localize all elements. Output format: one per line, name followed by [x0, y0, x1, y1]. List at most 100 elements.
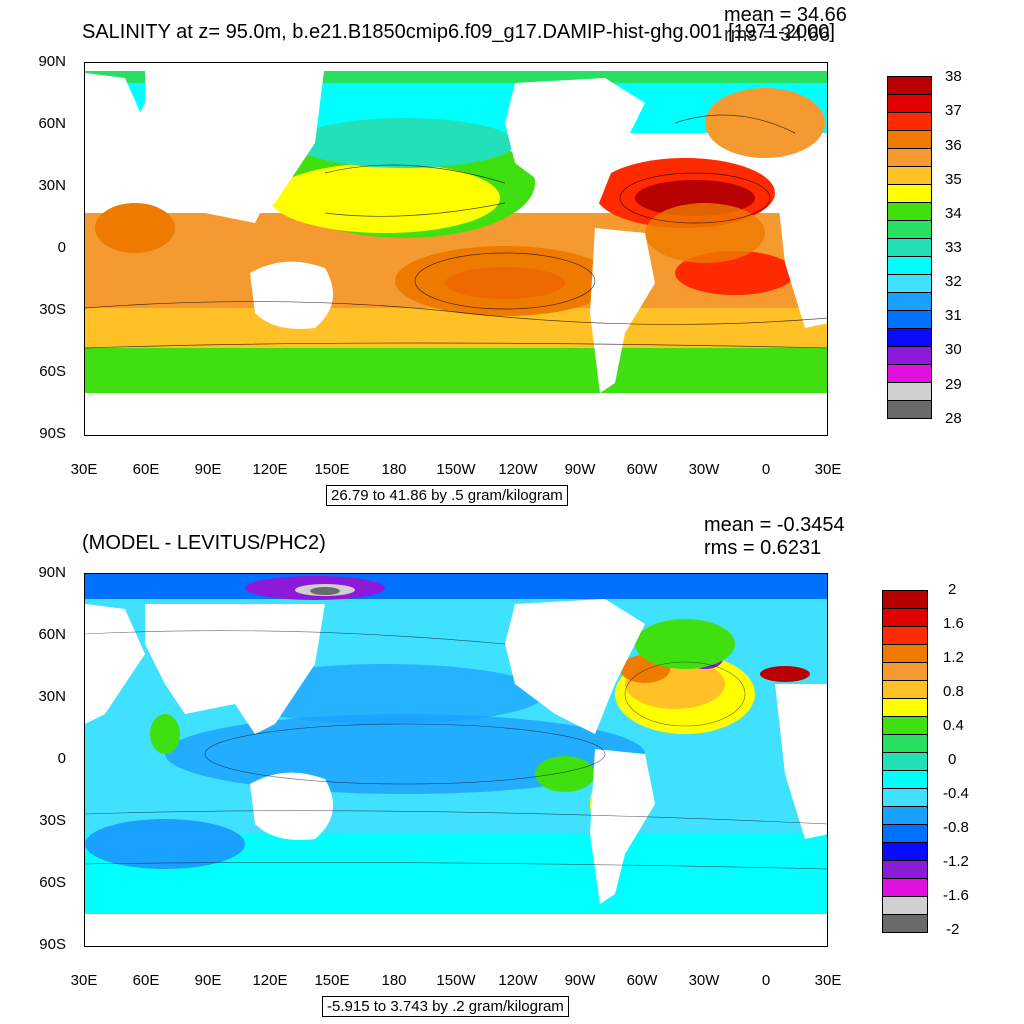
- legend-swatch: [887, 112, 932, 131]
- bottom-lon-label: 90E: [194, 972, 222, 989]
- top-range-info: 26.79 to 41.86 by .5 gram/kilogram: [326, 485, 568, 506]
- top-lat-label: 30N: [38, 177, 66, 194]
- legend-swatch: [882, 788, 928, 807]
- legend-swatch: [882, 896, 928, 915]
- top-lat-label: 30S: [39, 301, 66, 318]
- legend-swatch: [882, 680, 928, 699]
- legend-swatch: [882, 752, 928, 771]
- legend-swatch: [882, 590, 928, 609]
- legend-swatch: [887, 328, 932, 347]
- legend-swatch: [887, 238, 932, 257]
- legend-swatch: [887, 346, 932, 365]
- legend-swatch: [882, 770, 928, 789]
- top-map-plot: [84, 62, 828, 436]
- bottom-legend-label: -0.4: [943, 785, 969, 802]
- top-legend-label: 37: [945, 102, 962, 119]
- top-lon-label: 0: [761, 461, 771, 478]
- legend-swatch: [887, 256, 932, 275]
- top-legend-label: 31: [945, 307, 962, 324]
- legend-swatch: [882, 698, 928, 717]
- top-title: SALINITY at z= 95.0m, b.e21.B1850cmip6.f…: [82, 21, 835, 43]
- top-lon-label: 60E: [132, 461, 160, 478]
- legend-swatch: [887, 166, 932, 185]
- top-legend-label: 30: [945, 341, 962, 358]
- legend-swatch: [887, 148, 932, 167]
- bottom-map-field: [85, 574, 827, 946]
- top-mean: mean = 34.66: [724, 4, 847, 26]
- bottom-lat-label: 30S: [39, 812, 66, 829]
- bottom-lon-label: 180: [381, 972, 407, 989]
- bottom-legend-label: 2: [948, 581, 957, 598]
- legend-swatch: [882, 716, 928, 735]
- bottom-lat-label: 60S: [39, 874, 66, 891]
- top-lon-label: 150E: [314, 461, 350, 478]
- top-legend-label: 38: [945, 68, 962, 85]
- bottom-lon-label: 0: [761, 972, 771, 989]
- bottom-lon-label: 150E: [314, 972, 350, 989]
- top-lat-label: 60S: [39, 363, 66, 380]
- bottom-lat-label: 30N: [38, 688, 66, 705]
- legend-swatch: [887, 202, 932, 221]
- bottom-lon-label: 120E: [252, 972, 288, 989]
- top-legend-label: 28: [945, 410, 962, 427]
- top-legend-label: 34: [945, 205, 962, 222]
- top-lon-label: 30E: [814, 461, 842, 478]
- legend-swatch: [882, 914, 928, 933]
- bottom-legend-label: 0.8: [943, 683, 964, 700]
- bottom-rms: rms = 0.6231: [704, 537, 822, 559]
- legend-swatch: [887, 292, 932, 311]
- top-lon-label: 90W: [564, 461, 596, 478]
- bottom-legend-label: -2: [946, 921, 960, 938]
- top-lon-label: 90E: [194, 461, 222, 478]
- bottom-lon-label: 60E: [132, 972, 160, 989]
- legend-swatch: [882, 626, 928, 645]
- bottom-mean: mean = -0.3454: [704, 514, 845, 536]
- bottom-legend-label: -1.6: [943, 887, 969, 904]
- bottom-lon-label: 60W: [626, 972, 658, 989]
- legend-swatch: [882, 806, 928, 825]
- legend-swatch: [882, 608, 928, 627]
- bottom-lon-label: 30E: [814, 972, 842, 989]
- top-lat-label: 90S: [39, 425, 66, 442]
- top-legend-label: 29: [945, 376, 962, 393]
- bottom-lon-label: 30E: [70, 972, 98, 989]
- bottom-lat-label: 90N: [38, 564, 66, 581]
- bottom-legend-label: -1.2: [943, 853, 969, 870]
- legend-swatch: [887, 310, 932, 329]
- legend-swatch: [887, 94, 932, 113]
- bottom-lat-label: 60N: [38, 626, 66, 643]
- bottom-range-info: -5.915 to 3.743 by .2 gram/kilogram: [322, 996, 569, 1017]
- top-lon-label: 120W: [498, 461, 538, 478]
- top-lon-label: 120E: [252, 461, 288, 478]
- top-lon-label: 60W: [626, 461, 658, 478]
- legend-swatch: [887, 220, 932, 239]
- bottom-lon-label: 120W: [498, 972, 538, 989]
- top-legend-label: 33: [945, 239, 962, 256]
- top-legend-label: 32: [945, 273, 962, 290]
- legend-swatch: [882, 878, 928, 897]
- top-rms: rms = 34.66: [724, 24, 831, 46]
- top-lon-label: 150W: [436, 461, 476, 478]
- legend-swatch: [882, 824, 928, 843]
- bottom-lon-label: 150W: [436, 972, 476, 989]
- legend-swatch: [887, 382, 932, 401]
- top-lon-label: 30E: [70, 461, 98, 478]
- legend-swatch: [887, 130, 932, 149]
- legend-swatch: [887, 364, 932, 383]
- legend-swatch: [882, 734, 928, 753]
- top-legend-label: 35: [945, 171, 962, 188]
- top-legend-label: 36: [945, 137, 962, 154]
- bottom-legend-label: 0.4: [943, 717, 964, 734]
- bottom-lat-label: 0: [57, 750, 66, 767]
- legend-swatch: [882, 842, 928, 861]
- bottom-lon-label: 90W: [564, 972, 596, 989]
- bottom-title: (MODEL - LEVITUS/PHC2): [82, 532, 326, 554]
- legend-swatch: [887, 274, 932, 293]
- top-lat-label: 60N: [38, 115, 66, 132]
- legend-swatch: [887, 184, 932, 203]
- legend-swatch: [887, 76, 932, 95]
- legend-swatch: [887, 400, 932, 419]
- legend-swatch: [882, 860, 928, 879]
- bottom-legend-label: -0.8: [943, 819, 969, 836]
- top-lat-label: 0: [57, 239, 66, 256]
